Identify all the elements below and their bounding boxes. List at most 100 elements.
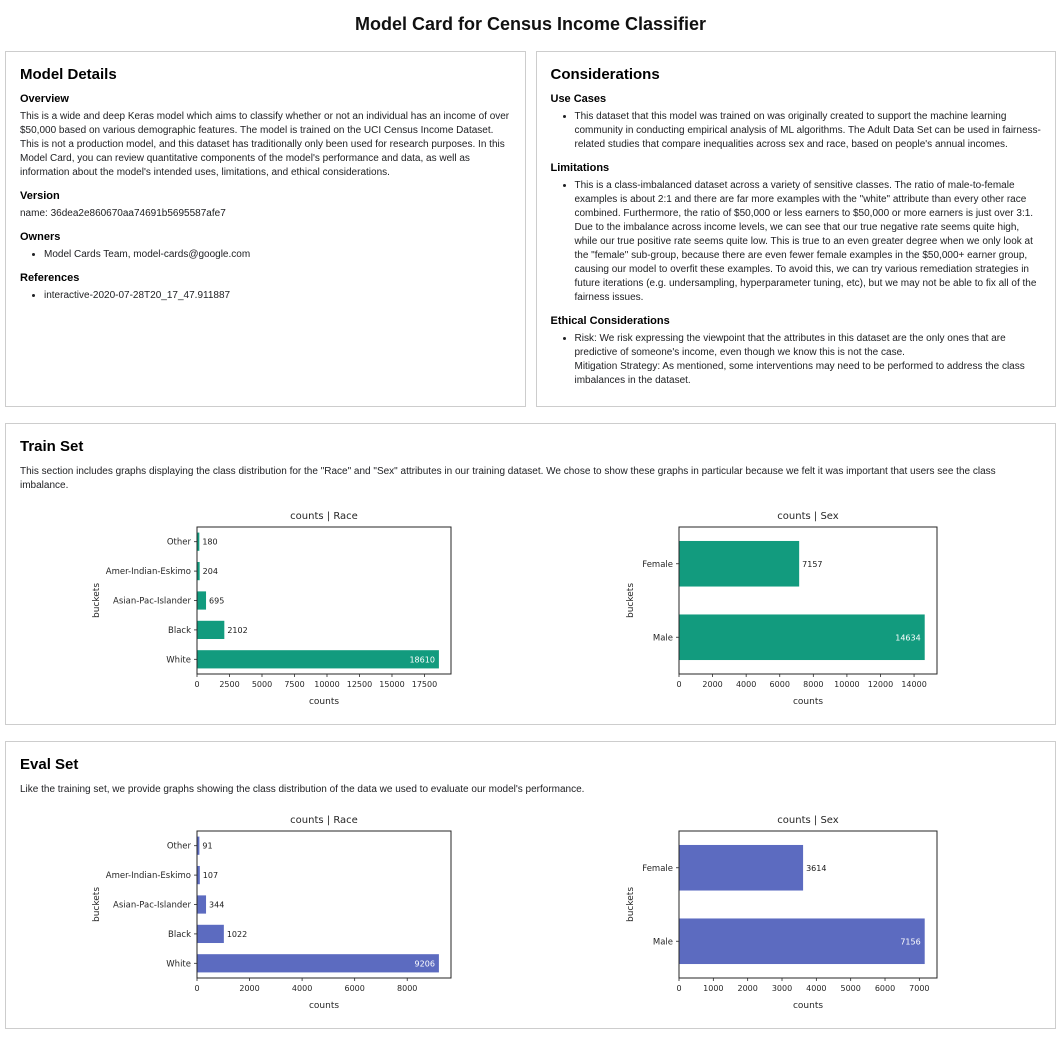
svg-text:6000: 6000 (345, 984, 365, 993)
svg-text:7500: 7500 (285, 680, 305, 689)
svg-text:1022: 1022 (227, 930, 247, 939)
train-set-description: This section includes graphs displaying … (20, 466, 996, 491)
svg-text:5000: 5000 (840, 984, 860, 993)
svg-text:8000: 8000 (397, 984, 417, 993)
train-sex-bar-chart: counts | Sex Female 7157 Male 14634 0 2000 4000… (626, 511, 938, 707)
references-heading: References (20, 272, 80, 284)
limitations-heading: Limitations (550, 162, 610, 174)
svg-text:counts | Sex: counts | Sex (777, 815, 838, 826)
svg-text:2000: 2000 (737, 984, 757, 993)
svg-text:counts | Race: counts | Race (290, 815, 358, 826)
considerations-card: Considerations Use Cases This dataset th… (535, 51, 1056, 407)
overview-heading: Overview (20, 93, 69, 105)
limitations-list: This is a class-imbalanced dataset acros… (575, 179, 1042, 305)
svg-text:buckets: buckets (92, 583, 102, 618)
svg-text:180: 180 (203, 538, 218, 547)
svg-text:12000: 12000 (868, 680, 893, 689)
svg-text:0: 0 (195, 984, 200, 993)
svg-text:Black: Black (168, 626, 191, 636)
train-sex-chart-cell: counts | Sex Female 7157 Male 14634 0 2000 4000… (531, 505, 1042, 710)
svg-text:0: 0 (676, 984, 681, 993)
svg-text:7000: 7000 (909, 984, 929, 993)
svg-text:3000: 3000 (772, 984, 792, 993)
svg-text:8000: 8000 (803, 680, 823, 689)
svg-text:Female: Female (642, 560, 673, 570)
owners-heading: Owners (20, 231, 61, 243)
svg-text:695: 695 (209, 597, 224, 606)
ethical-considerations-list: Risk: We risk expressing the viewpoint t… (575, 332, 1042, 388)
considerations-title: Considerations (550, 66, 660, 83)
eval-sex-chart-cell: counts | Sex Female 3614 Male 7156 0 1000 2000 3… (531, 809, 1042, 1014)
svg-text:Other: Other (167, 842, 192, 852)
svg-text:344: 344 (209, 901, 224, 910)
svg-text:Asian-Pac-Islander: Asian-Pac-Islander (113, 597, 191, 607)
svg-text:Black: Black (168, 930, 191, 940)
svg-text:15000: 15000 (380, 680, 405, 689)
svg-text:4000: 4000 (736, 680, 756, 689)
train-race-chart-cell: counts | Race Other 180 Amer-Indian-Eskimo 2… (20, 505, 531, 710)
model-details-card: Model Details Overview This is a wide an… (5, 51, 526, 407)
svg-text:12500: 12500 (347, 680, 372, 689)
svg-text:Male: Male (653, 937, 673, 947)
version-heading: Version (20, 190, 60, 202)
top-row: Model Details Overview This is a wide an… (5, 51, 1056, 407)
eval-race-bar-chart: counts | Race Other 91 Amer-Indian-Eskimo 10… (92, 815, 452, 1011)
svg-text:17500: 17500 (412, 680, 437, 689)
eval-race-chart-cell: counts | Race Other 91 Amer-Indian-Eskimo 10… (20, 809, 531, 1014)
svg-text:1000: 1000 (703, 984, 723, 993)
svg-text:counts: counts (793, 1001, 823, 1011)
svg-text:buckets: buckets (92, 887, 102, 922)
svg-text:counts: counts (309, 697, 339, 707)
svg-text:White: White (167, 655, 192, 665)
svg-text:204: 204 (203, 567, 218, 576)
svg-text:2000: 2000 (702, 680, 722, 689)
reference-item: interactive-2020-07-28T20_17_47.911887 (44, 289, 511, 303)
eval-charts-row: counts | Race Other 91 Amer-Indian-Eskimo 10… (20, 809, 1041, 1014)
references-list: interactive-2020-07-28T20_17_47.911887 (44, 289, 511, 303)
svg-text:counts | Sex: counts | Sex (777, 511, 838, 522)
svg-text:18610: 18610 (410, 655, 435, 664)
eval-set-description: Like the training set, we provide graphs… (20, 784, 585, 795)
svg-text:buckets: buckets (626, 887, 636, 922)
svg-text:2000: 2000 (240, 984, 260, 993)
train-set-title: Train Set (20, 438, 84, 455)
svg-text:3614: 3614 (806, 864, 826, 873)
svg-text:4000: 4000 (292, 984, 312, 993)
ethical-consideration-item: Risk: We risk expressing the viewpoint t… (575, 332, 1042, 388)
svg-text:9206: 9206 (415, 959, 435, 968)
overview-text: This is a wide and deep Keras model whic… (20, 111, 510, 178)
svg-text:7157: 7157 (802, 560, 822, 569)
svg-text:counts: counts (793, 697, 823, 707)
svg-text:Other: Other (167, 538, 192, 548)
svg-text:10000: 10000 (315, 680, 340, 689)
svg-text:Female: Female (642, 864, 673, 874)
ethical-considerations-heading: Ethical Considerations (550, 315, 670, 327)
svg-text:6000: 6000 (875, 984, 895, 993)
use-cases-heading: Use Cases (550, 93, 607, 105)
model-details-title: Model Details (20, 66, 117, 83)
eval-set-card: Eval Set Like the training set, we provi… (5, 741, 1056, 1029)
use-cases-list: This dataset that this model was trained… (575, 110, 1042, 152)
owners-list: Model Cards Team, model-cards@google.com (44, 248, 511, 262)
train-charts-row: counts | Race Other 180 Amer-Indian-Eskimo 2… (20, 505, 1041, 710)
svg-text:6000: 6000 (769, 680, 789, 689)
svg-text:counts | Race: counts | Race (290, 511, 358, 522)
svg-text:91: 91 (203, 842, 213, 851)
page-title: Model Card for Census Income Classifier (354, 14, 707, 34)
svg-text:Amer-Indian-Eskimo: Amer-Indian-Eskimo (106, 871, 191, 881)
train-race-bar-chart: counts | Race Other 180 Amer-Indian-Eskimo 2… (92, 511, 452, 707)
svg-text:7156: 7156 (900, 937, 920, 946)
svg-text:14000: 14000 (901, 680, 926, 689)
eval-sex-bar-chart: counts | Sex Female 3614 Male 7156 0 1000 2000 3… (626, 815, 938, 1011)
limitation-item: This is a class-imbalanced dataset acros… (575, 179, 1042, 305)
use-case-item: This dataset that this model was trained… (575, 110, 1042, 152)
svg-text:107: 107 (203, 871, 218, 880)
svg-text:White: White (167, 959, 192, 969)
svg-text:0: 0 (676, 680, 681, 689)
train-set-card: Train Set This section includes graphs d… (5, 423, 1056, 725)
svg-text:2500: 2500 (220, 680, 240, 689)
svg-text:2102: 2102 (228, 626, 248, 635)
svg-text:4000: 4000 (806, 984, 826, 993)
version-text: name: 36dea2e860670aa74691b5695587afe7 (20, 208, 226, 219)
